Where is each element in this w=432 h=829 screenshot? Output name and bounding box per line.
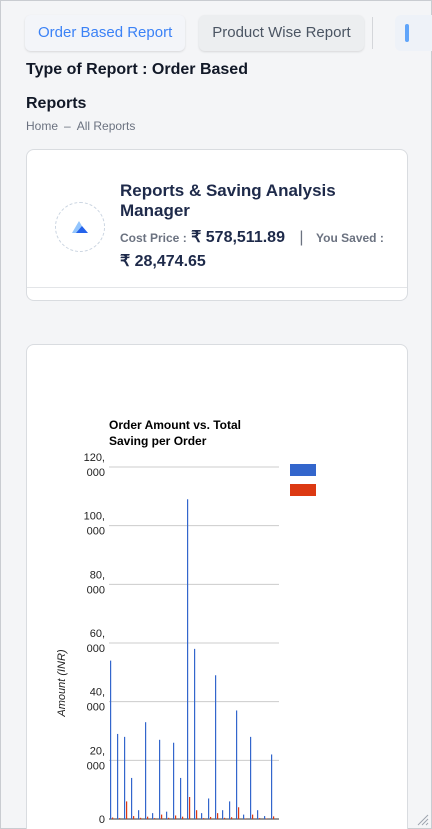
bar-saving	[112, 817, 114, 819]
bar-saving	[168, 817, 170, 819]
bar-saving	[266, 818, 268, 819]
saved-label: You Saved :	[316, 231, 384, 245]
report-tabs: Order Based Report Product Wise Report	[25, 15, 364, 51]
breadcrumb: Home – All Reports	[26, 119, 135, 133]
y-axis-label: Amount (INR)	[56, 649, 68, 718]
bar-order-amount	[159, 739, 161, 819]
saved-value: ₹ 28,474.65	[120, 253, 206, 270]
bar-saving	[217, 813, 219, 819]
bar-order-amount	[229, 801, 231, 819]
cost-price-value: ₹ 578,511.89	[191, 229, 285, 246]
chart-title: Order Amount vs. Total Saving per Order	[109, 418, 242, 448]
y-tick-label: 80, 000	[87, 569, 105, 596]
tab-product-wise-report[interactable]: Product Wise Report	[199, 15, 364, 51]
bar-order-amount	[264, 816, 266, 819]
card-divider	[27, 287, 407, 288]
bar-order-amount	[250, 736, 252, 819]
bar-order-amount	[208, 798, 210, 819]
bar-saving	[161, 814, 163, 819]
bar-order-amount	[243, 814, 245, 819]
cost-price-label: Cost Price :	[120, 231, 187, 245]
bar-saving	[203, 818, 205, 819]
bar-saving	[252, 814, 254, 819]
breadcrumb-current: All Reports	[76, 119, 136, 133]
bar-saving	[182, 816, 184, 819]
summary-stats: Cost Price : ₹ 578,511.89 | You Saved : …	[120, 226, 400, 274]
stat-separator: |	[299, 229, 304, 246]
bar-order-amount	[117, 733, 119, 819]
tab-order-based-report[interactable]: Order Based Report	[25, 15, 186, 51]
bar-order-amount	[187, 499, 189, 819]
y-tick-label: 120, 000	[84, 452, 105, 479]
legend-swatch-order-amount	[290, 464, 316, 476]
bar-saving	[231, 817, 233, 819]
bar-order-amount	[166, 811, 168, 819]
bar-order-amount	[138, 810, 140, 819]
bar-saving	[119, 818, 121, 819]
bar-saving	[126, 801, 128, 819]
bar-saving	[196, 810, 198, 819]
resize-handle-icon[interactable]	[415, 812, 429, 826]
bar-order-amount	[215, 675, 217, 819]
y-tick-label: 20, 000	[87, 745, 105, 772]
y-tick-label: 100, 000	[84, 511, 105, 538]
bar-order-amount	[194, 648, 196, 819]
breadcrumb-home[interactable]: Home	[26, 119, 59, 133]
bar-saving	[245, 818, 247, 819]
bar-order-amount	[145, 722, 147, 819]
logo-badge	[55, 202, 105, 252]
bar-order-amount	[222, 810, 224, 819]
tab-divider	[372, 17, 373, 49]
bar-order-amount	[271, 754, 273, 819]
bar-order-amount	[110, 660, 112, 819]
bar-order-amount	[257, 810, 259, 819]
bar-saving	[140, 817, 142, 819]
page-title: Reports	[26, 95, 87, 112]
tab-overflow-partial[interactable]	[395, 15, 432, 51]
bar-saving	[189, 797, 191, 819]
bar-order-amount	[201, 813, 203, 819]
bar-order-amount	[131, 777, 133, 819]
bar-saving	[259, 818, 261, 819]
bar-order-amount	[152, 813, 154, 819]
bar-order-amount	[124, 736, 126, 819]
y-tick-label: 0	[99, 814, 105, 826]
bar-saving	[273, 816, 275, 819]
bar-order-amount	[236, 710, 238, 819]
chart-canvas: 0 20, 000 40, 000 60, 000 80, 000 100, 000 120, 000 A…	[56, 452, 316, 826]
bar-order-amount	[173, 742, 175, 819]
bar-saving	[175, 815, 177, 819]
y-tick-label: 40, 000	[87, 687, 105, 714]
chart-card: Order Amount vs. Total Saving per Order …	[26, 344, 408, 829]
bar-saving	[133, 816, 135, 819]
bar-saving	[210, 816, 212, 819]
bar-order-amount	[180, 777, 182, 819]
tab-overflow-icon	[405, 24, 409, 42]
report-type-heading: Type of Report : Order Based	[26, 61, 248, 78]
triangle-logo-icon	[72, 221, 88, 233]
bar-saving	[147, 816, 149, 819]
bar-saving	[154, 818, 156, 819]
bar-saving	[224, 817, 226, 819]
summary-title: Reports & Saving Analysis Manager	[120, 181, 336, 220]
breadcrumb-separator: –	[64, 119, 71, 133]
summary-card: Reports & Saving Analysis Manager Cost P…	[26, 149, 408, 301]
y-tick-label: 60, 000	[87, 628, 105, 655]
bar-saving	[238, 807, 240, 819]
legend-swatch-saving	[290, 484, 316, 496]
